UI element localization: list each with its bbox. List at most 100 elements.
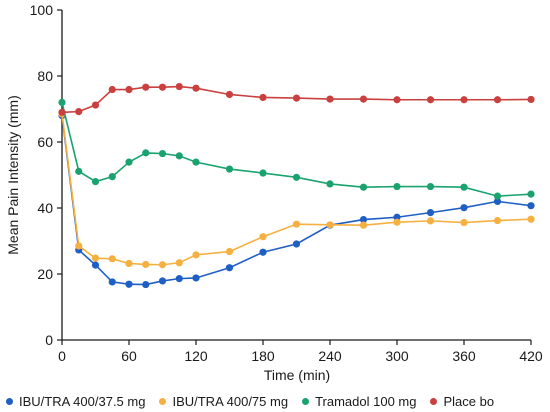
y-tick-label: 80 [37,68,53,84]
legend-label: Place bo [443,393,495,409]
data-point [460,183,468,191]
data-point [91,254,100,262]
data-point [158,261,167,269]
legend-marker [6,397,13,405]
data-point [393,182,401,191]
data-point [175,152,183,160]
data-point [426,209,435,217]
legend-item: Place bo [430,394,494,409]
data-point [192,251,200,259]
data-point [58,108,66,116]
data-point [527,215,535,223]
data-point [259,93,267,102]
legend-marker [159,397,167,405]
y-tick-label: 20 [37,266,53,282]
data-point [125,158,133,166]
x-tick-label: 240 [318,348,342,364]
data-point [359,183,368,191]
data-point [225,165,234,173]
data-point [527,202,535,210]
data-point [359,215,368,224]
data-point [91,261,100,269]
data-point [225,90,234,99]
data-point [75,167,83,175]
y-axis-title: Mean Pain Intensity (mm) [5,95,21,255]
data-point [292,240,301,248]
legend: IBU/TRA 400/37.5 mg IBU/TRA 400/75 mg Tram… [0,392,550,410]
data-point [192,84,200,92]
data-point [426,182,435,191]
data-point [175,259,183,267]
legend-marker [430,397,438,405]
data-point [259,248,267,256]
data-point [326,221,334,229]
series-line [61,115,532,286]
legend-label: Tramadol 100 mg [315,393,417,409]
x-ticks: 0 60 120 180 240 300 360 420 [58,340,543,364]
data-point [142,83,150,91]
data-point [125,259,133,268]
legend-marker [302,397,310,405]
legend-item: IBU/TRA 400/37.5 mg [6,394,145,409]
data-point [493,197,502,205]
data-point [426,96,435,104]
data-point [175,275,183,283]
data-point [192,158,200,166]
data-point [158,277,167,285]
data-point [75,242,83,250]
data-point [426,217,435,225]
data-point [393,218,401,226]
data-point [142,280,150,289]
data-point [108,85,116,94]
legend-item: IBU/TRA 400/75 mg [159,394,288,409]
data-point [527,95,535,104]
y-tick-label: 100 [30,2,54,18]
y-tick-label: 0 [45,332,53,348]
data-point [326,95,334,103]
series-line [61,102,532,197]
data-point [393,96,401,104]
data-point [359,221,368,229]
data-point [108,278,116,286]
data-point [91,101,100,109]
data-point [493,96,502,104]
data-point [493,216,502,225]
data-point [460,218,468,227]
series-3 [58,82,535,116]
data-point [225,264,234,272]
series-layer [58,82,535,289]
data-point [527,190,535,198]
data-point [108,255,116,263]
data-point [359,95,368,103]
legend-label: IBU/TRA 400/75 mg [172,393,289,409]
data-point [292,220,301,228]
y-tick-label: 40 [37,200,53,216]
data-point [158,83,167,91]
data-point [493,192,502,200]
legend-label: IBU/TRA 400/37.5 mg [19,393,146,409]
axes [61,10,531,341]
x-tick-label: 60 [121,348,137,364]
x-axis-title: Time (min) [264,367,330,383]
data-point [142,260,150,269]
data-point [108,173,116,181]
data-point [75,108,83,116]
data-point [142,149,150,157]
x-tick-label: 180 [251,348,275,364]
data-point [326,180,334,188]
data-point [225,247,234,256]
data-point [158,149,167,158]
y-ticks: 0 20 40 60 80 100 [30,2,62,348]
data-point [292,173,301,181]
data-point [259,169,267,177]
data-point [58,98,66,106]
data-point [175,82,183,91]
x-tick-label: 0 [58,348,66,364]
data-point [393,213,401,221]
data-point [192,274,200,282]
data-point [125,85,133,94]
data-point [460,204,468,212]
data-point [91,178,100,186]
data-point [292,94,301,102]
